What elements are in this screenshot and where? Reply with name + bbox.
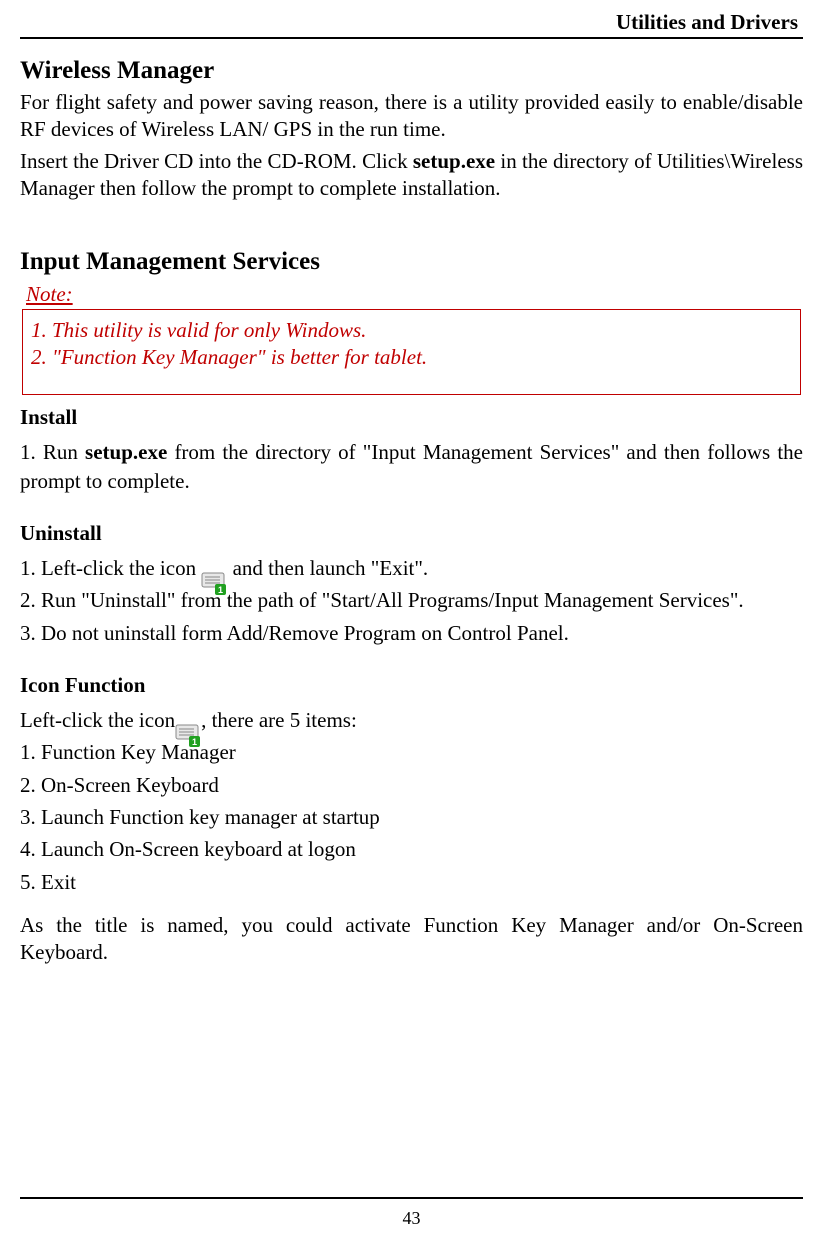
install-subhead: Install <box>20 405 803 430</box>
if-intro-b: , there are 5 items: <box>201 708 357 732</box>
uninstall-step1: 1. Left-click the icon 1 and then launch… <box>20 554 803 582</box>
if-item1: 1. Function Key Manager <box>20 738 803 766</box>
uninstall-subhead: Uninstall <box>20 521 803 546</box>
ims-tray-icon: 1 <box>201 564 227 590</box>
if-item3: 3. Launch Function key manager at startu… <box>20 803 803 831</box>
svg-text:1: 1 <box>218 585 223 595</box>
page-number: 43 <box>20 1208 803 1229</box>
if-footer: As the title is named, you could activat… <box>20 912 803 967</box>
note-line2: 2. "Function Key Manager" is better for … <box>31 345 792 370</box>
ims-heading: Input Management Services <box>20 248 803 276</box>
header-section-title: Utilities and Drivers <box>20 10 803 37</box>
note-line1: 1. This utility is valid for only Window… <box>31 318 792 343</box>
if-item2: 2. On-Screen Keyboard <box>20 771 803 799</box>
un1-a: 1. Left-click the icon <box>20 556 201 580</box>
if-item4: 4. Launch On-Screen keyboard at logon <box>20 835 803 863</box>
note-box: 1. This utility is valid for only Window… <box>22 309 801 395</box>
install-step1-bold: setup.exe <box>85 440 167 464</box>
wm-para2: Insert the Driver CD into the CD-ROM. Cl… <box>20 148 803 203</box>
iconfn-subhead: Icon Function <box>20 673 803 698</box>
if-intro-a: Left-click the icon <box>20 708 175 732</box>
if-item5: 5. Exit <box>20 868 803 896</box>
wm-para2-bold: setup.exe <box>413 149 495 173</box>
header-rule <box>20 37 803 39</box>
wm-para1: For flight safety and power saving reaso… <box>20 89 803 144</box>
uninstall-step2: 2. Run "Uninstall" from the path of "Sta… <box>20 586 803 614</box>
wireless-manager-heading: Wireless Manager <box>20 57 803 85</box>
footer-rule <box>20 1197 803 1199</box>
svg-text:1: 1 <box>192 737 197 747</box>
uninstall-step3: 3. Do not uninstall form Add/Remove Prog… <box>20 619 803 647</box>
un1-b: and then launch "Exit". <box>227 556 428 580</box>
ims-tray-icon: 1 <box>175 716 201 742</box>
note-label: Note: <box>26 282 803 307</box>
install-step1-a: 1. Run <box>20 440 85 464</box>
document-page: Utilities and Drivers Wireless Manager F… <box>0 0 823 1249</box>
install-step1: 1. Run setup.exe from the directory of "… <box>20 438 803 495</box>
iconfn-intro: Left-click the icon 1 , there are 5 item… <box>20 706 803 734</box>
wm-para2-a: Insert the Driver CD into the CD-ROM. Cl… <box>20 149 413 173</box>
